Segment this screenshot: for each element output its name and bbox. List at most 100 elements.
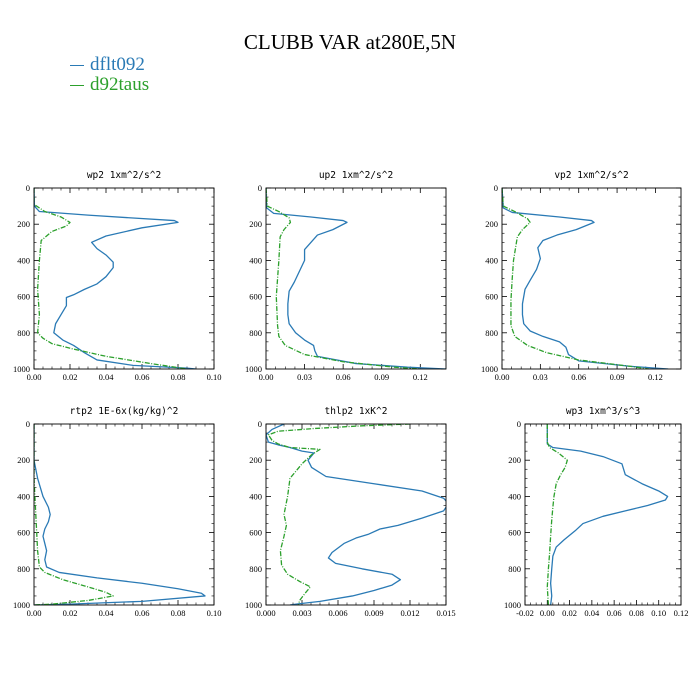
plot-frame (265, 187, 447, 370)
plot-frame (501, 187, 682, 370)
x-tick-label: 0.00 (495, 372, 510, 382)
x-tick-label: 0.006 (328, 608, 347, 618)
y-tick-label: 400 (485, 255, 498, 265)
panel-title: rtp2 1E-6x(kg/kg)^2 (70, 406, 179, 417)
x-tick-label: 0.10 (207, 372, 222, 382)
series-line-dflt092 (34, 424, 206, 605)
y-tick-label: 0 (26, 183, 30, 193)
x-tick-label: 0.02 (63, 372, 78, 382)
x-tick-label: 0.00 (27, 372, 42, 382)
y-tick-label: 800 (485, 328, 498, 338)
plot-frame (265, 423, 447, 606)
x-tick-label: 0.09 (374, 372, 389, 382)
x-tick-label: 0.06 (135, 608, 150, 618)
x-tick-label: 0.08 (171, 608, 186, 618)
x-tick-label: 0.012 (400, 608, 419, 618)
x-tick-label: -0.02 (516, 608, 534, 618)
series-line-d92taus (266, 188, 421, 369)
y-tick-label: 400 (249, 255, 262, 265)
y-tick-label: 600 (508, 528, 521, 538)
plot-frame (524, 423, 682, 606)
x-tick-label: 0.08 (171, 372, 186, 382)
y-tick-label: 400 (249, 491, 262, 501)
panel-4: rtp2 1E-6x(kg/kg)^2 0.00 0.02 0.04 0.06 0.08 0… (13, 406, 221, 618)
series-line-dflt092 (502, 188, 669, 369)
series-line-dflt092 (266, 188, 446, 369)
panel-1: wp2 1xm^2/s^2 0.00 0.02 0.04 0.06 0.08 0.10 0 20… (13, 170, 221, 382)
y-tick-label: 400 (508, 491, 521, 501)
y-tick-label: 600 (17, 292, 30, 302)
x-tick-label: 0.00 (259, 372, 274, 382)
legend-item-dflt092: dflt092 (70, 54, 145, 76)
y-tick-label: 0 (517, 419, 521, 429)
x-tick-label: 0.06 (336, 372, 351, 382)
y-tick-label: 1000 (481, 364, 498, 374)
y-tick-label: 200 (249, 455, 262, 465)
panel-title: wp3 1xm^3/s^3 (566, 406, 640, 417)
y-tick-label: 600 (249, 528, 262, 538)
plot-frame (33, 423, 215, 606)
y-tick-label: 0 (258, 419, 262, 429)
legend-item-d92taus: d92taus (70, 74, 149, 96)
y-tick-label: 200 (249, 219, 262, 229)
y-tick-label: 0 (494, 183, 498, 193)
plot-frame (33, 187, 215, 370)
x-tick-label: 0.04 (584, 608, 600, 618)
panel-title: wp2 1xm^2/s^2 (87, 170, 161, 181)
x-tick-label: 0.00 (540, 608, 555, 618)
panel-2: up2 1xm^2/s^2 0.00 0.03 0.06 0.09 0.12 0 200 400… (245, 170, 447, 382)
x-tick-label: 0.04 (99, 372, 115, 382)
x-tick-label: 0.009 (364, 608, 383, 618)
y-tick-label: 400 (17, 255, 30, 265)
y-tick-label: 1000 (13, 600, 30, 610)
y-tick-label: 200 (485, 219, 498, 229)
x-tick-label: 0.003 (292, 608, 311, 618)
x-tick-label: 0.10 (207, 608, 222, 618)
y-tick-label: 800 (17, 564, 30, 574)
y-tick-label: 1000 (245, 600, 262, 610)
x-tick-label: 0.12 (674, 608, 689, 618)
x-tick-label: 0.00 (27, 608, 42, 618)
y-tick-label: 1000 (245, 364, 262, 374)
x-tick-label: 0.03 (297, 372, 312, 382)
series-line-d92taus (34, 424, 114, 605)
y-tick-label: 800 (249, 564, 262, 574)
series-line-d92taus (502, 188, 650, 369)
figure-title: CLUBB VAR at280E,5N (243, 30, 457, 54)
y-tick-label: 200 (17, 219, 30, 229)
y-tick-label: 600 (17, 528, 30, 538)
x-tick-label: 0.06 (135, 372, 150, 382)
x-tick-label: 0.06 (571, 372, 586, 382)
y-tick-label: 800 (508, 564, 521, 574)
legend-swatch-dflt092 (70, 65, 84, 67)
x-tick-label: 0.000 (256, 608, 275, 618)
series-line-dflt092 (266, 424, 446, 605)
panel-3: vp2 1xm^2/s^2 0.00 0.03 0.06 0.09 0.12 0 200 400… (481, 170, 682, 382)
y-tick-label: 200 (508, 455, 521, 465)
series-line-dflt092 (546, 424, 669, 605)
y-tick-label: 0 (26, 419, 30, 429)
y-tick-label: 600 (249, 292, 262, 302)
y-tick-label: 0 (258, 183, 262, 193)
series-line-dflt092 (34, 188, 197, 369)
y-tick-label: 1000 (13, 364, 30, 374)
legend-label-d92taus: d92taus (90, 74, 150, 95)
panel-title: vp2 1xm^2/s^2 (554, 170, 628, 181)
series-line-d92taus (34, 188, 188, 369)
y-tick-label: 800 (17, 328, 30, 338)
x-tick-label: 0.015 (436, 608, 455, 618)
x-tick-label: 0.02 (562, 608, 577, 618)
x-tick-label: 0.03 (533, 372, 548, 382)
y-tick-label: 400 (17, 491, 30, 501)
series-line-d92taus (267, 424, 411, 605)
panel-title: thlp2 1xK^2 (325, 406, 388, 417)
y-tick-label: 600 (485, 292, 498, 302)
x-tick-label: 0.12 (413, 372, 428, 382)
panel-title: up2 1xm^2/s^2 (319, 170, 393, 181)
y-tick-label: 800 (249, 328, 262, 338)
x-tick-label: 0.10 (651, 608, 666, 618)
x-tick-label: 0.08 (629, 608, 644, 618)
y-tick-label: 200 (17, 455, 30, 465)
legend-swatch-d92taus (70, 85, 84, 87)
